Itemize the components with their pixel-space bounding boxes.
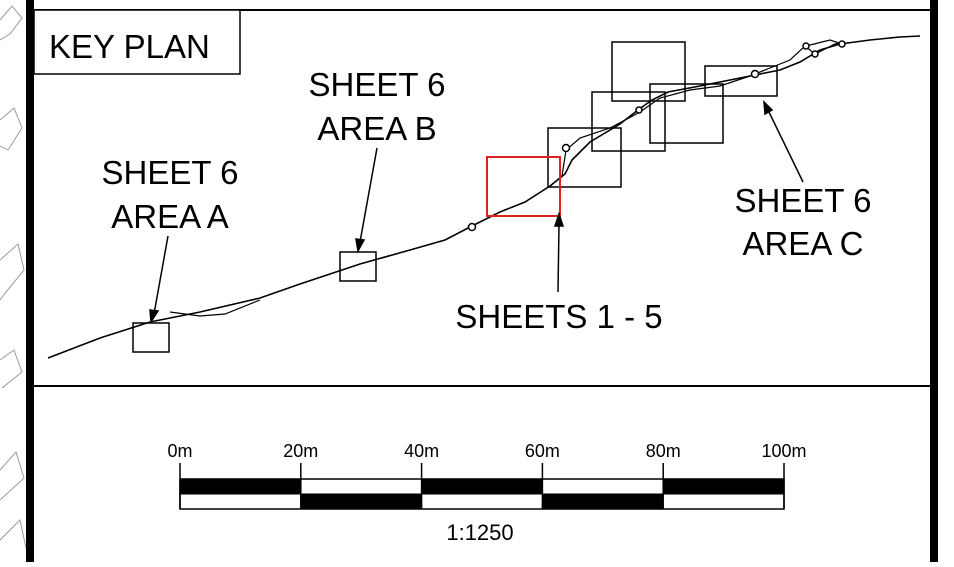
- title-box: [33, 9, 241, 75]
- scale-ratio: 1:1250: [446, 520, 513, 545]
- key-plan-title: KEY PLAN: [49, 28, 210, 65]
- right-border: [930, 0, 938, 562]
- margin-linework: [0, 5, 27, 549]
- route-marker: [467, 222, 477, 232]
- area-b-label-line2: AREA B: [317, 110, 436, 147]
- leader-arrows: [149, 100, 804, 325]
- route-marker: [561, 143, 571, 153]
- scale-segment: [300, 494, 422, 509]
- scale-tick-label: 60m: [525, 441, 560, 461]
- area-a-label-line1: SHEET 6: [102, 154, 239, 191]
- arrowhead: [553, 211, 565, 227]
- scale-segment: [663, 479, 784, 494]
- sheet-3-box: [591, 91, 666, 152]
- scale-segment: [421, 479, 543, 494]
- sheet-4-box: [611, 41, 686, 102]
- sheet-6-area-c-box: [704, 65, 778, 97]
- scale-tick-label: 0m: [167, 441, 192, 461]
- route-marker: [802, 42, 810, 50]
- route-markers: [467, 40, 846, 232]
- area-a-label-line2: AREA A: [111, 198, 228, 235]
- route-marker: [635, 106, 643, 114]
- arrowhead: [355, 238, 366, 254]
- route-marker: [750, 69, 760, 79]
- route-marker: [838, 40, 846, 48]
- sheets-1-5-label: SHEETS 1 - 5: [455, 298, 662, 335]
- sheet-1-highlight-box: [486, 156, 561, 217]
- scale-tick-label: 20m: [283, 441, 318, 461]
- scale-tick-label: 40m: [404, 441, 439, 461]
- sheet-6-area-b-box: [339, 251, 377, 282]
- area-b-label-line1: SHEET 6: [309, 66, 446, 103]
- arrowhead: [763, 100, 774, 116]
- sheet-5-box: [649, 83, 724, 144]
- area-c-label-line1: SHEET 6: [735, 182, 872, 219]
- scale-bar: 0m 20m 40m 60m 80m 100m 1:1250: [167, 441, 806, 545]
- arrowhead: [149, 309, 160, 325]
- scale-tick-label: 80m: [646, 441, 681, 461]
- scale-tick-label: 100m: [761, 441, 806, 461]
- sheet-6-area-a-box: [132, 322, 170, 353]
- scale-segment: [542, 494, 664, 509]
- left-border: [26, 0, 34, 562]
- route-marker: [811, 50, 819, 58]
- scale-segment: [180, 479, 301, 494]
- area-c-label-line2: AREA C: [742, 225, 863, 262]
